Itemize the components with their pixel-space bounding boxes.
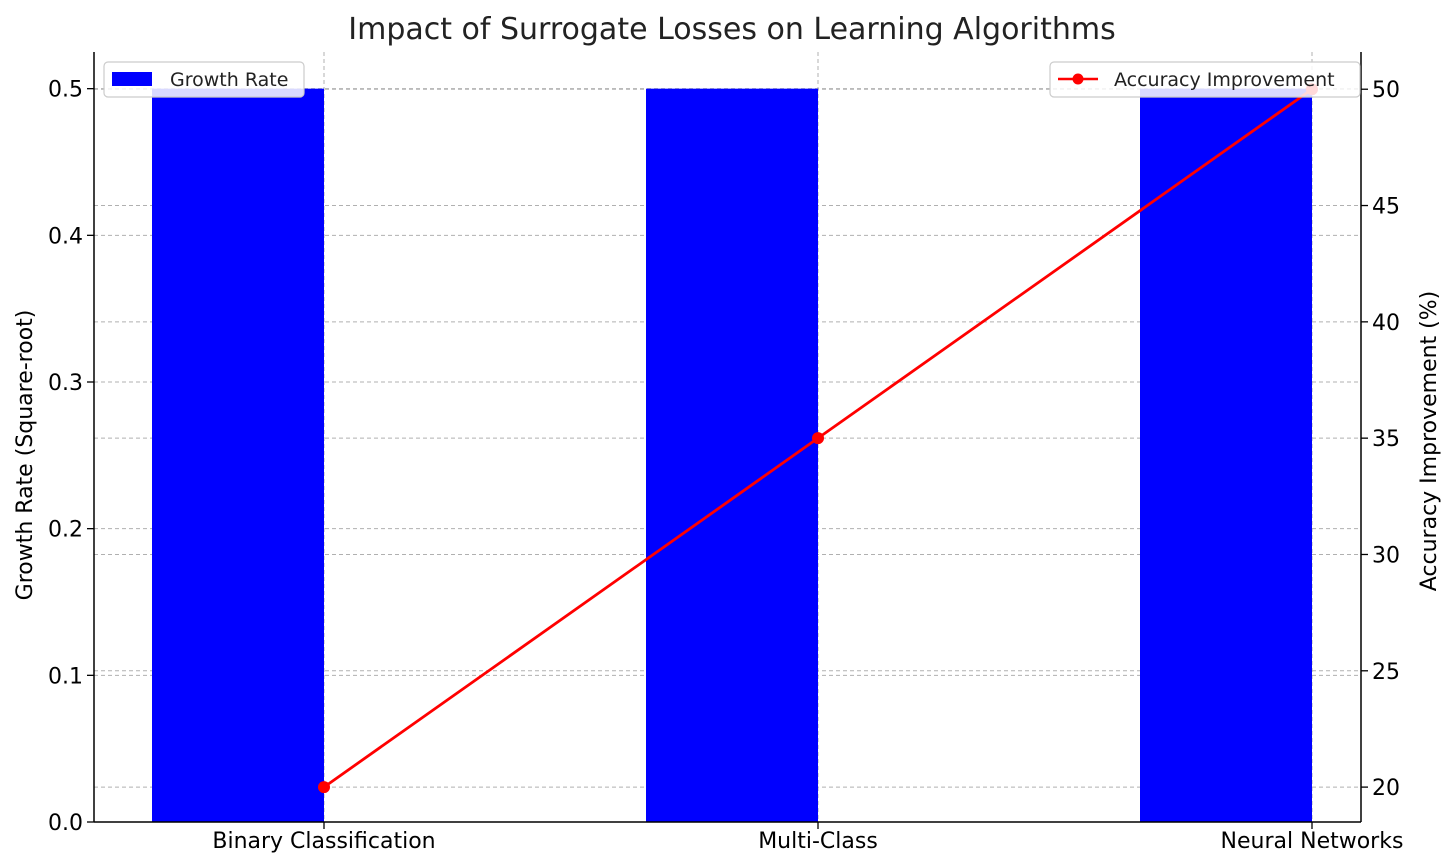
tick-label-right: 40 (1372, 311, 1400, 336)
tick-label-right: 50 (1372, 78, 1400, 103)
legend-marker-accuracy (1072, 73, 1084, 85)
legend-box (103, 61, 305, 98)
tick-label-category: Binary Classification (212, 829, 435, 854)
bar-growth-rate (152, 88, 324, 822)
bar-growth-rate (1140, 88, 1312, 822)
tick-label-right: 35 (1372, 427, 1400, 452)
tick-label-category: Multi-Class (758, 829, 878, 854)
tick-labels: 0.0 0.1 0.2 0.3 0.4 0.5 20 25 30 35 40 45 50 Binary C… (48, 78, 1403, 854)
tick-label-left: 0.4 (48, 224, 83, 249)
point-accuracy-improvement (812, 432, 824, 445)
tick-label-left: 0.1 (48, 664, 83, 689)
legend-accuracy-improvement: Accuracy Improvement (1049, 61, 1361, 98)
legend-swatch-growth-rate (112, 72, 152, 86)
bars (152, 88, 1312, 822)
legend-box (1049, 61, 1361, 98)
tick-label-left: 0.2 (48, 518, 83, 543)
legend-label-growth-rate: Growth Rate (170, 69, 288, 91)
point-accuracy-improvement (318, 781, 330, 794)
tick-label-left: 0.0 (48, 811, 83, 836)
tick-label-right: 30 (1372, 543, 1400, 568)
tick-label-right: 45 (1372, 195, 1400, 220)
legend-label-accuracy: Accuracy Improvement (1114, 69, 1335, 91)
tick-label-category: Neural Networks (1221, 829, 1404, 854)
legend-growth-rate: Growth Rate (103, 61, 305, 98)
tick-label-right: 20 (1372, 776, 1400, 801)
tick-label-left: 0.5 (48, 78, 83, 103)
chart-title: Impact of Surrogate Losses on Learning A… (348, 12, 1115, 47)
tick-label-left: 0.3 (48, 371, 83, 396)
axes (93, 52, 1362, 823)
y-axis-right-label: Accuracy Improvement (%) (1417, 291, 1442, 592)
tick-label-right: 25 (1372, 660, 1400, 685)
y-axis-left-label: Growth Rate (Square-root) (13, 310, 38, 601)
bar-growth-rate (646, 88, 818, 822)
